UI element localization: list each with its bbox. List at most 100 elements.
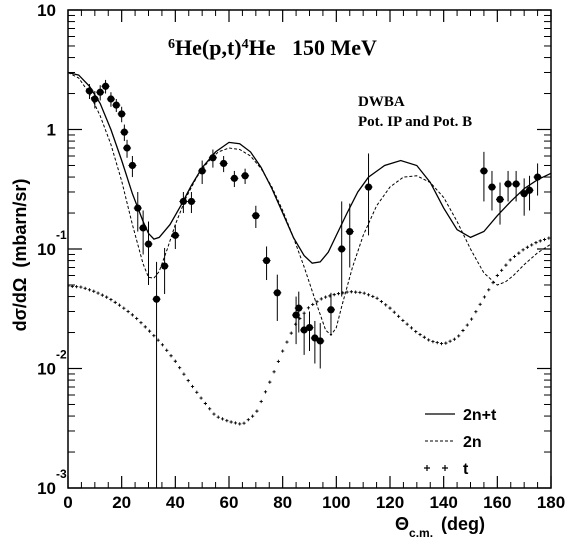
cross-marker <box>311 302 315 307</box>
cross-marker <box>143 325 147 329</box>
cross-marker <box>414 330 418 334</box>
data-point <box>91 95 99 103</box>
y-tick-exponent: -2 <box>56 348 67 362</box>
data-point <box>525 186 534 194</box>
cross-marker <box>126 309 130 314</box>
cross-marker <box>401 318 405 323</box>
cross-marker <box>427 338 431 342</box>
cross-marker <box>482 295 487 299</box>
y-axis-title: dσ/dΩ (mbarn/sr) <box>10 179 30 332</box>
legend-label-t: t <box>463 461 469 478</box>
title-part-2: He 150 MeV <box>249 35 377 60</box>
cross-marker <box>251 414 255 418</box>
cross-marker <box>259 399 263 404</box>
cross-marker <box>500 268 504 272</box>
data-point <box>292 311 300 319</box>
cross-marker <box>405 322 409 326</box>
y-tick-exponent: -3 <box>56 467 67 481</box>
title-sup-6: 6 <box>168 37 175 52</box>
cross-marker <box>349 290 353 294</box>
x-tick-label: 120 <box>376 493 404 512</box>
cross-marker <box>268 380 272 384</box>
cross-marker <box>190 384 195 389</box>
cross-marker <box>195 390 199 394</box>
data-point <box>220 159 228 168</box>
data-point <box>252 212 260 220</box>
cross-marker <box>478 302 482 306</box>
y-tick-label: 1 <box>47 121 56 140</box>
cross-marker <box>530 243 534 247</box>
series-layer <box>68 71 551 488</box>
cross-marker <box>152 334 156 338</box>
data-point <box>346 227 354 236</box>
chart-title: 6He(p,t)4He 150 MeV <box>168 35 377 60</box>
cross-marker <box>160 343 165 347</box>
cross-marker <box>225 419 229 423</box>
cross-marker <box>203 401 207 406</box>
cross-marker <box>255 409 259 413</box>
data-point <box>262 256 271 265</box>
y-tick-exponent: -1 <box>56 228 67 242</box>
y-tick-label: 10 <box>37 479 56 498</box>
cross-marker <box>208 407 212 411</box>
cross-marker <box>375 296 379 300</box>
cross-marker <box>285 340 289 344</box>
x-axis-title-sub: c.m. <box>409 526 433 540</box>
cross-marker <box>173 359 177 363</box>
data-point <box>85 87 94 95</box>
data-point <box>295 304 303 312</box>
data-point <box>209 154 217 162</box>
x-tick-label: 40 <box>166 493 185 512</box>
cross-marker <box>272 370 276 374</box>
data-point <box>273 289 281 297</box>
annotation-line-2: Pot. IP and Pot. B <box>358 114 472 130</box>
cross-marker <box>315 300 319 304</box>
x-tick-label: 100 <box>322 493 350 512</box>
data-point <box>230 174 238 182</box>
data-point <box>316 337 324 345</box>
title-part-1: He(p,t) <box>175 35 242 60</box>
data-point <box>179 197 187 206</box>
cross-marker <box>130 313 134 317</box>
data-point <box>512 180 520 188</box>
x-axis-title: Θc.m. (deg) <box>395 514 485 540</box>
cross-marker <box>336 292 341 296</box>
cross-marker <box>242 421 246 425</box>
cross-marker <box>289 331 293 335</box>
cross-marker <box>79 285 83 289</box>
cross-marker <box>220 417 225 421</box>
cross-marker <box>233 421 238 425</box>
cross-marker <box>109 298 113 302</box>
cross-marker <box>319 297 323 301</box>
data-point <box>520 190 528 198</box>
data-point <box>198 167 206 175</box>
cross-marker <box>96 291 100 295</box>
cross-marker <box>229 420 233 424</box>
x-tick-label: 60 <box>220 493 239 512</box>
cross-marker <box>100 293 104 297</box>
data-point <box>134 204 142 212</box>
cross-marker <box>457 334 461 338</box>
cross-marker <box>542 237 547 242</box>
cross-marker <box>435 340 439 345</box>
cross-marker <box>306 306 311 310</box>
cross-marker <box>139 321 143 325</box>
data-point <box>338 245 346 253</box>
cross-marker <box>122 306 126 310</box>
cross-marker <box>263 390 268 394</box>
cross-marker <box>216 415 220 419</box>
x-tick-label: 160 <box>483 493 511 512</box>
cross-marker <box>448 339 452 343</box>
annotation-line-1: DWBA <box>358 94 405 110</box>
data-point <box>107 95 115 103</box>
cross-marker <box>105 295 109 299</box>
cross-marker <box>512 254 517 259</box>
cross-marker <box>246 418 250 422</box>
series-line-2n-t <box>68 71 551 264</box>
cross-marker <box>276 359 280 364</box>
cross-marker <box>461 328 465 333</box>
cross-marker <box>293 322 298 326</box>
data-point <box>480 167 488 175</box>
x-axis-title-theta: Θ <box>395 514 409 534</box>
